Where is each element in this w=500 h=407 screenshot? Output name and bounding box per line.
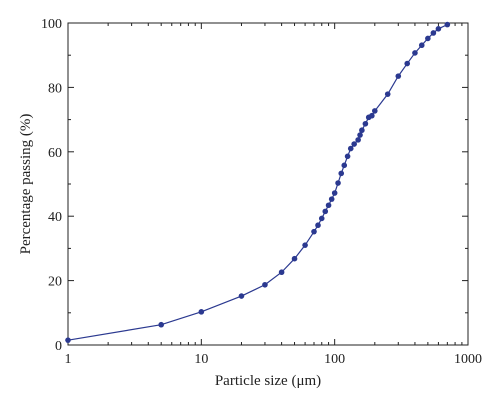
y-tick-label: 40 xyxy=(48,210,62,225)
data-points xyxy=(65,21,451,343)
data-point xyxy=(362,120,369,127)
x-tick-label: 1 xyxy=(65,352,72,367)
data-point xyxy=(322,208,329,215)
data-point xyxy=(341,162,348,169)
data-point xyxy=(359,127,365,134)
axis-ticks xyxy=(67,22,469,346)
data-point xyxy=(338,170,345,177)
data-point xyxy=(351,141,357,147)
data-point xyxy=(328,196,335,202)
data-point xyxy=(315,222,321,229)
data-point xyxy=(384,91,391,97)
data-point xyxy=(238,293,245,299)
data-point xyxy=(344,153,351,160)
data-point xyxy=(331,190,338,196)
y-tick-label: 20 xyxy=(48,275,62,290)
data-point xyxy=(357,132,363,138)
data-point xyxy=(302,242,308,248)
data-point xyxy=(318,215,325,222)
x-tick-label: 100 xyxy=(324,352,345,367)
data-point xyxy=(311,228,317,235)
data-point xyxy=(198,309,205,315)
data-point xyxy=(425,35,431,42)
plot-area-frame xyxy=(67,22,469,346)
data-point xyxy=(444,21,451,28)
data-point xyxy=(418,42,425,49)
series-line xyxy=(67,24,448,341)
data-point xyxy=(291,255,298,262)
data-point xyxy=(372,108,378,114)
y-tick-label: 100 xyxy=(41,17,62,32)
data-point xyxy=(262,281,268,288)
x-tick-label: 1000 xyxy=(454,352,482,367)
x-axis-title: Particle size (μm) xyxy=(215,373,321,389)
y-tick-label: 60 xyxy=(48,146,62,161)
y-tick-label: 0 xyxy=(55,339,62,354)
x-tick-label: 10 xyxy=(194,352,208,367)
data-point xyxy=(412,50,418,56)
data-point xyxy=(355,137,361,143)
data-point xyxy=(430,30,437,36)
data-point xyxy=(335,180,341,186)
data-point xyxy=(347,145,354,152)
y-tick-label: 80 xyxy=(48,81,62,96)
data-point xyxy=(278,269,285,276)
data-point xyxy=(325,202,332,209)
data-point xyxy=(404,60,411,67)
data-point xyxy=(435,25,442,32)
data-point xyxy=(395,73,402,79)
axis-tick-labels: 1 10 100 1000 0 20 40 60 80 100 xyxy=(41,17,482,367)
y-axis-title: Percentage passing (%) xyxy=(18,114,34,255)
data-point xyxy=(369,112,375,119)
data-point xyxy=(158,321,164,328)
data-point xyxy=(65,337,71,343)
